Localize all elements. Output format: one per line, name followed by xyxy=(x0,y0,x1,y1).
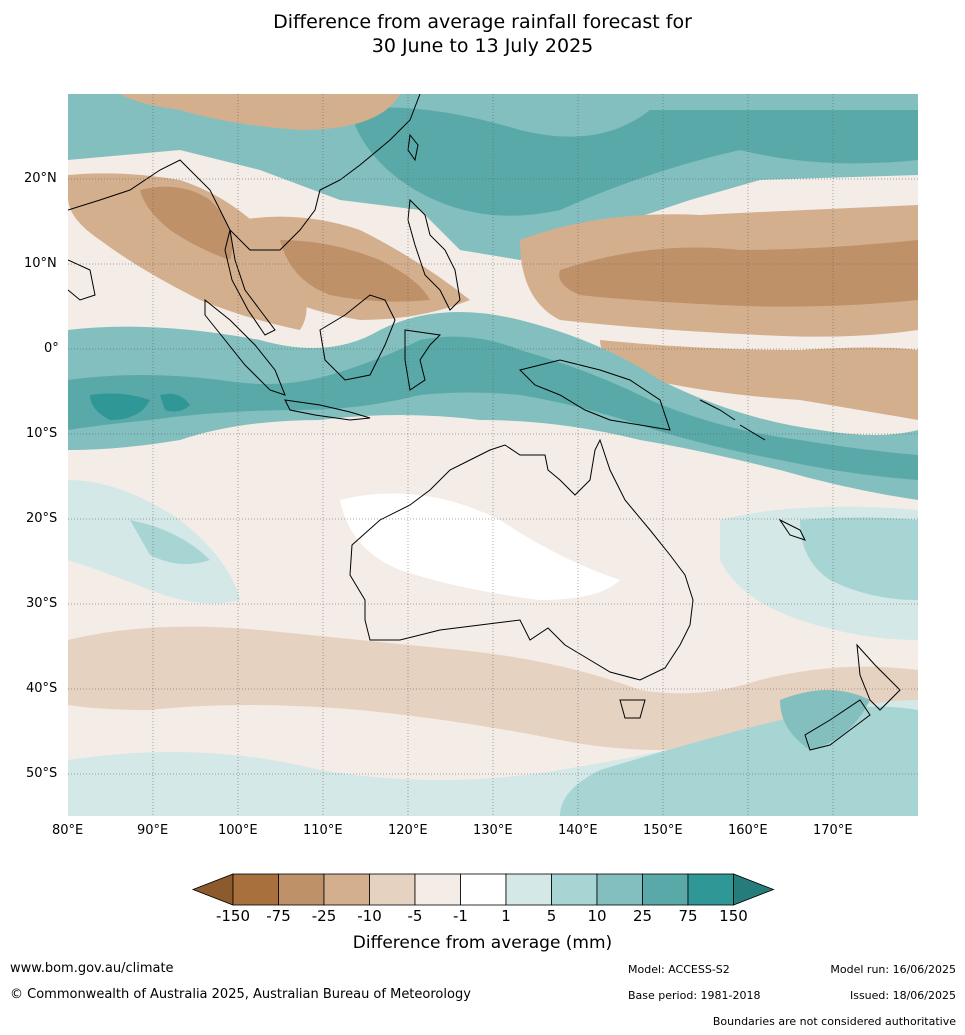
colorbar-tick-label: -150 xyxy=(215,907,251,925)
lon-label-120e: 120°E xyxy=(388,823,428,838)
lat-label-0: 0° xyxy=(44,341,59,356)
colorbar-tick-label: 75 xyxy=(678,907,698,925)
footer-model: Model: ACCESS-S2 xyxy=(628,963,730,976)
colorbar-segment xyxy=(323,873,370,906)
lon-label-100e: 100°E xyxy=(218,823,258,838)
lat-label-30s: 30°S xyxy=(26,596,58,611)
png-coast xyxy=(519,359,671,431)
colorbar-tick-label: 1 xyxy=(501,907,511,925)
colorbar-segment xyxy=(642,873,689,906)
map-title: Difference from average rainfall forecas… xyxy=(0,10,965,58)
map-panel: 20°N 10°N 0° 10°S 20°S 30°S 40°S 50°S 80… xyxy=(24,94,918,838)
lon-label-150e: 150°E xyxy=(643,823,683,838)
nz-south-coast xyxy=(804,699,871,751)
lon-label-160e: 160°E xyxy=(728,823,768,838)
lat-label-20n: 20°N xyxy=(24,171,57,186)
coastlines xyxy=(68,94,901,751)
tasmania-coast xyxy=(619,699,646,719)
footer-copyright: © Commonwealth of Australia 2025, Austra… xyxy=(10,987,471,1002)
colorbar-tick-label: 10 xyxy=(587,907,607,925)
lat-label-50s: 50°S xyxy=(26,766,58,781)
philippines-coast xyxy=(407,198,461,311)
colorbar-segment xyxy=(414,873,461,906)
lon-label-140e: 140°E xyxy=(558,823,598,838)
colorbar-tick-label: -1 xyxy=(453,907,468,925)
lon-label-110e: 110°E xyxy=(303,823,343,838)
title-line-1: Difference from average rainfall forecas… xyxy=(273,11,692,33)
colorbar-left-arrow xyxy=(191,873,234,906)
lat-label-40s: 40°S xyxy=(26,681,58,696)
new-caledonia-coast xyxy=(778,518,806,541)
se-asia-coast xyxy=(68,94,421,251)
colorbar-right-arrow xyxy=(733,873,775,906)
footer-url[interactable]: www.bom.gov.au/climate xyxy=(10,961,174,976)
footer-issued: Issued: 18/06/2025 xyxy=(849,989,956,1002)
lon-label-170e: 170°E xyxy=(813,823,853,838)
colorbar-segment xyxy=(596,873,643,906)
title-line-2: 30 June to 13 July 2025 xyxy=(371,35,594,57)
colorbar-segment xyxy=(460,873,507,906)
lat-label-10n: 10°N xyxy=(24,256,57,271)
colorbar-tick-label: -75 xyxy=(266,907,291,925)
lon-label-130e: 130°E xyxy=(473,823,513,838)
footer-base-period: Base period: 1981-2018 xyxy=(628,989,761,1002)
lat-label-20s: 20°S xyxy=(26,511,58,526)
sulawesi-coast xyxy=(404,329,442,391)
nz-north-coast xyxy=(856,643,901,711)
lon-label-90e: 90°E xyxy=(137,823,169,838)
solomons-coast xyxy=(699,399,766,441)
colorbar-tick-label: 150 xyxy=(719,907,748,925)
colorbar-segment xyxy=(232,873,279,906)
colorbar-tick-label: -10 xyxy=(357,907,382,925)
sumatra-coast xyxy=(204,298,286,396)
malay-peninsula-coast xyxy=(224,229,276,336)
colorbar-tick-label: -25 xyxy=(311,907,337,925)
borneo-coast xyxy=(319,294,396,381)
australia-coast xyxy=(349,438,694,681)
colorbar-tick-label: -5 xyxy=(407,907,423,925)
footer-model-run: Model run: 16/06/2025 xyxy=(830,963,956,976)
colorbar-tick-label: 25 xyxy=(632,907,653,925)
footer-disclaimer: Boundaries are not considered authoritat… xyxy=(712,1015,956,1028)
lat-label-10s: 10°S xyxy=(26,426,58,441)
colorbar-segment xyxy=(369,873,416,906)
colorbar-segment xyxy=(551,873,598,906)
rainfall-map xyxy=(68,94,918,816)
india-coast xyxy=(68,259,96,301)
taiwan-coast xyxy=(407,133,419,162)
lon-label-80e: 80°E xyxy=(52,823,84,838)
java-coast xyxy=(284,399,371,421)
colorbar-segment xyxy=(687,873,734,906)
graticule xyxy=(68,94,918,816)
colorbar-segment xyxy=(278,873,325,906)
colorbar-tick-label: 5 xyxy=(546,907,557,925)
colorbar-segment xyxy=(505,873,552,906)
colorbar-title: Difference from average (mm) xyxy=(352,933,613,953)
